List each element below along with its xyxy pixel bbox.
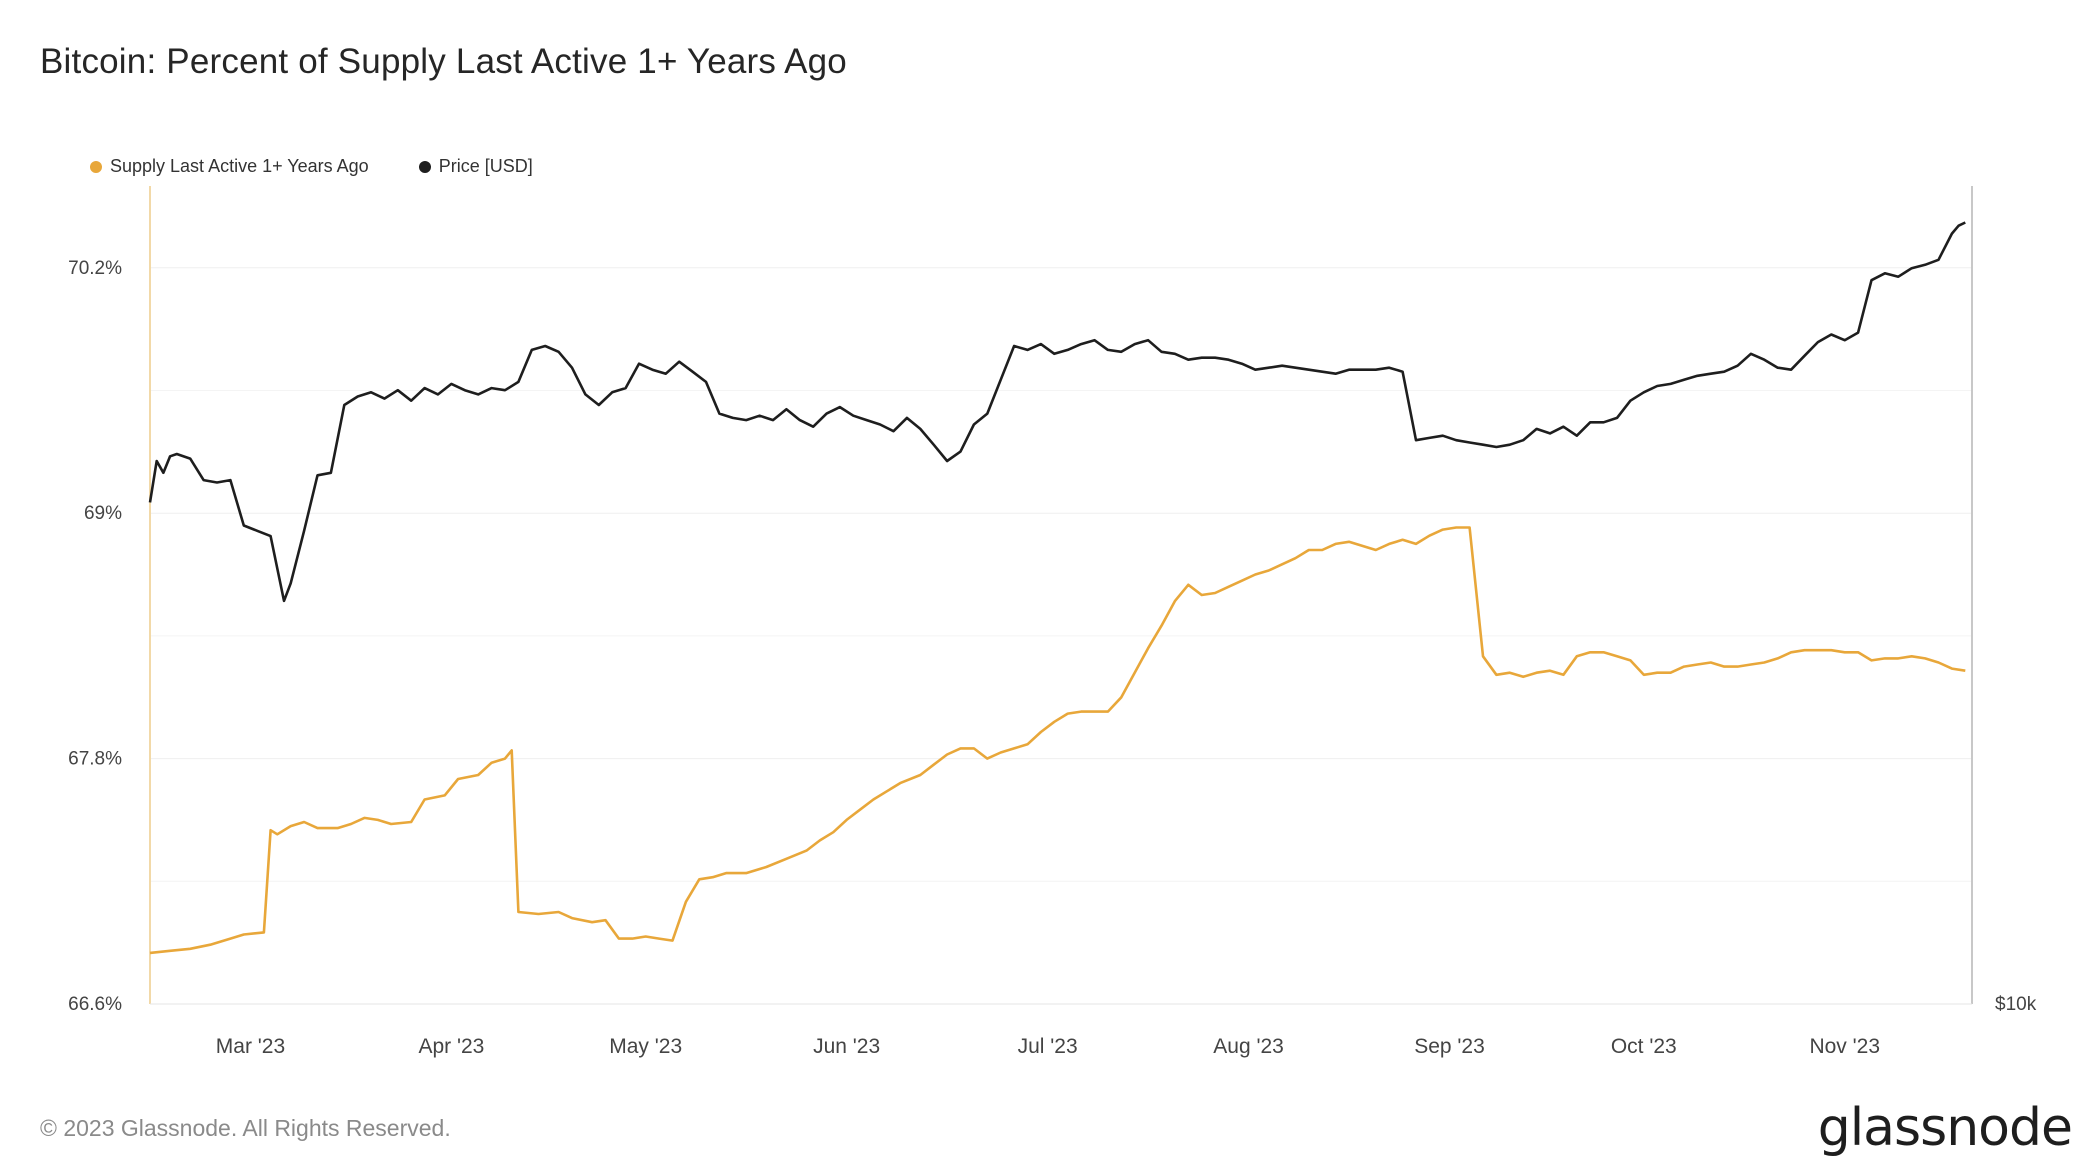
- y-tick-label: 66.6%: [68, 994, 122, 1015]
- legend-label-supply: Supply Last Active 1+ Years Ago: [110, 156, 369, 176]
- legend-item-supply[interactable]: Supply Last Active 1+ Years Ago: [90, 156, 369, 177]
- legend-item-price[interactable]: Price [USD]: [418, 156, 533, 177]
- x-tick-label: May '23: [609, 1035, 682, 1058]
- x-tick-label: Nov '23: [1809, 1035, 1880, 1058]
- legend-dot-price: [418, 160, 431, 173]
- x-tick-label: Aug '23: [1213, 1035, 1284, 1058]
- legend-dot-supply: [90, 160, 102, 173]
- glassnode-logo: glassnode: [1817, 1098, 2073, 1158]
- y-tick-label: 70.2%: [68, 258, 122, 279]
- legend-label-price: Price [USD]: [438, 156, 533, 176]
- x-tick-label: Sep '23: [1414, 1035, 1485, 1058]
- x-tick-label: Mar '23: [216, 1035, 285, 1058]
- x-tick-label: Jul '23: [1018, 1035, 1078, 1058]
- chart-legend: Supply Last Active 1+ Years Ago Price [U…: [90, 156, 533, 177]
- right-y-tick-label: $10k: [1995, 994, 2037, 1015]
- y-tick-label: 67.8%: [68, 749, 122, 770]
- x-tick-label: Apr '23: [418, 1035, 484, 1058]
- supply-series-line: [149, 526, 1966, 955]
- x-tick-label: Oct '23: [1611, 1035, 1677, 1058]
- y-tick-label: 69%: [84, 503, 122, 524]
- price-series-line: [148, 221, 1966, 603]
- copyright-text: © 2023 Glassnode. All Rights Reserved.: [40, 1115, 451, 1141]
- chart-title: Bitcoin: Percent of Supply Last Active 1…: [40, 42, 847, 81]
- x-tick-label: Jun '23: [813, 1035, 880, 1058]
